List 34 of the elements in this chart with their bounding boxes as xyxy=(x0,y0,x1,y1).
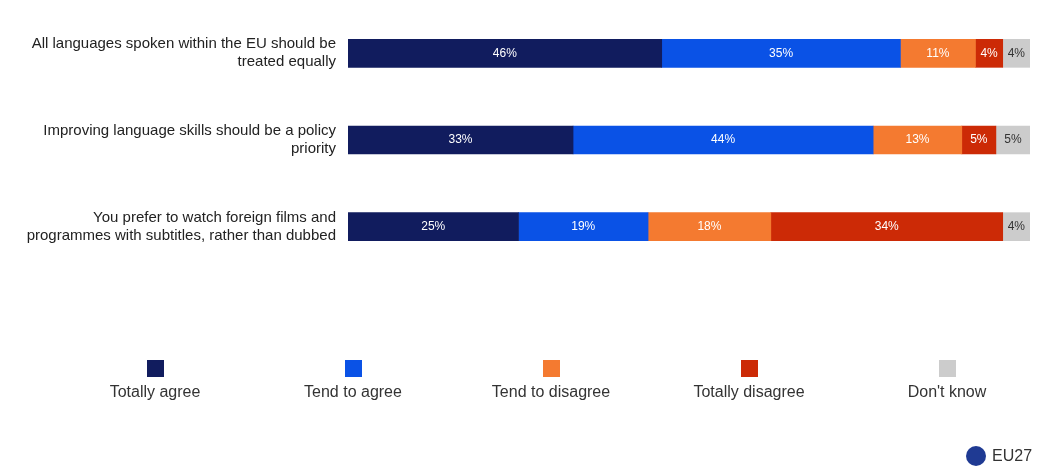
data-label: 18% xyxy=(697,218,722,233)
legend-label: Totally agree xyxy=(109,383,201,401)
data-label: 11% xyxy=(926,45,950,60)
legend-label: Totally disagree xyxy=(693,383,805,401)
data-label: 46% xyxy=(492,45,518,60)
data-label: 35% xyxy=(769,45,794,60)
legend-label: Don't know xyxy=(907,383,987,401)
data-label: 4% xyxy=(1007,218,1026,233)
bar xyxy=(572,125,874,155)
data-label: 19% xyxy=(571,218,596,233)
bar xyxy=(348,39,663,68)
y-tick-label: All languages spoken within the EU should be treated equally xyxy=(31,34,337,70)
legend-label: Tend to disagree xyxy=(491,383,611,401)
data-label: 5% xyxy=(970,132,988,147)
bar xyxy=(348,125,574,155)
y-tick-label: Improving language skills should be a policy priority xyxy=(43,121,337,157)
bar xyxy=(872,125,963,155)
data-label: 25% xyxy=(421,218,446,233)
data-label: 5% xyxy=(1004,132,1022,147)
y-tick-label: You prefer to watch foreign films and programmes with subtitles, rather than dubbed xyxy=(26,207,336,243)
bar xyxy=(348,212,519,241)
data-label: 4% xyxy=(980,45,999,60)
data-label: 44% xyxy=(711,132,736,147)
data-label: 4% xyxy=(1007,45,1026,60)
bar xyxy=(770,212,1004,241)
bar xyxy=(518,212,649,241)
legend-label: Tend to agree xyxy=(304,383,402,401)
data-label: 13% xyxy=(905,132,930,147)
data-label: 33% xyxy=(448,132,473,147)
data-label: 34% xyxy=(874,218,900,233)
text: EU27 xyxy=(992,447,1033,465)
bar xyxy=(661,39,901,68)
bar xyxy=(900,39,976,68)
bar xyxy=(647,212,772,241)
